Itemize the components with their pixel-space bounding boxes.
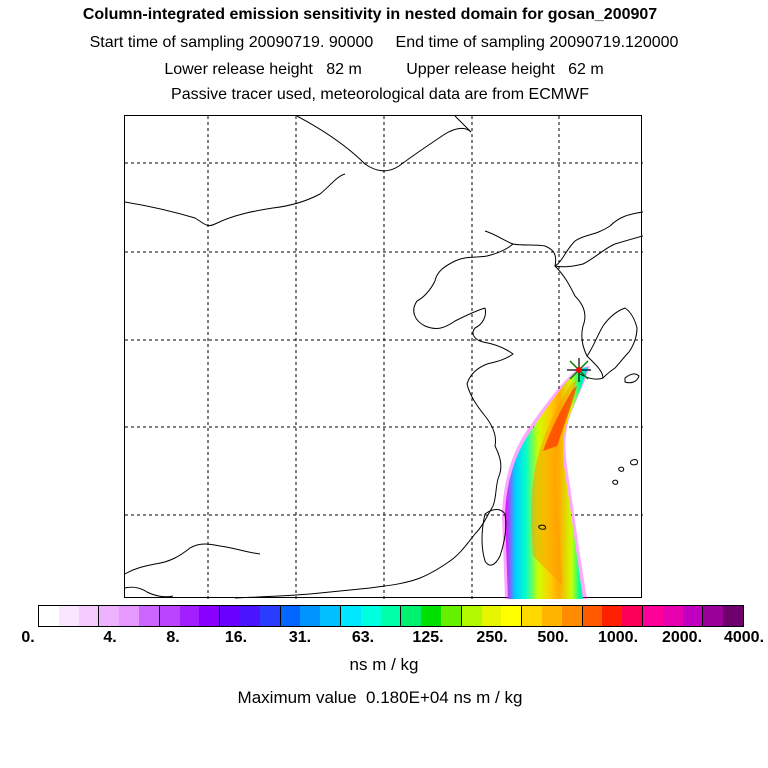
colorbar-swatch [58, 606, 79, 626]
colorbar-tick-label: 125. [412, 629, 444, 646]
colorbar-swatch [119, 606, 139, 626]
colorbar-swatch [400, 606, 422, 626]
colorbar-swatch [581, 606, 603, 626]
release-site-marker [567, 358, 591, 382]
colorbar-tick-label: 8. [166, 629, 180, 646]
colorbar-tick-label: 63. [351, 629, 375, 646]
colorbar-swatch [78, 606, 99, 626]
colorbar-swatch [662, 606, 683, 626]
tracer-info-line: Passive tracer used, meteorological data… [171, 86, 589, 103]
colorbar-swatch [440, 606, 461, 626]
colorbar-swatch [239, 606, 260, 626]
colorbar-swatch [521, 606, 542, 626]
colorbar-swatch [501, 606, 522, 626]
colorbar-tick-label: 500. [537, 629, 569, 646]
map-canvas [125, 116, 643, 599]
colorbar-swatch [641, 606, 663, 626]
colorbar-swatch [723, 606, 743, 626]
colorbar-swatch [421, 606, 441, 626]
lat-lon-grid [125, 116, 643, 599]
colorbar-swatch [622, 606, 642, 626]
colorbar-tick-label: 1000. [597, 629, 639, 646]
colorbar-swatch [602, 606, 623, 626]
colorbar-tick-labels: 0. 4. 8. 16. 31. 63. 125. 250. 500. 1000. 2000. 400… [0, 629, 768, 649]
colorbar-tick-label: 0. [21, 629, 35, 646]
coastlines [125, 116, 643, 599]
colorbar-tick-label: 2000. [661, 629, 703, 646]
colorbar-swatch [158, 606, 180, 626]
colorbar-swatch [541, 606, 562, 626]
colorbar-swatch [219, 606, 240, 626]
colorbar-swatch [360, 606, 381, 626]
emission-sensitivity-plume [502, 366, 590, 599]
sampling-time-line: Start time of sampling 20090719. 90000 E… [89, 34, 679, 51]
colorbar-swatch [300, 606, 321, 626]
colorbar-swatch [320, 606, 340, 626]
colorbar-swatch [339, 606, 361, 626]
colorbar-tick-label: 250. [476, 629, 508, 646]
colorbar-swatch [702, 606, 724, 626]
colorbar-swatch [138, 606, 159, 626]
colorbar [38, 605, 744, 627]
maximum-value: Maximum value 0.180E+04 ns m / kg [237, 688, 523, 707]
map-panel [124, 115, 643, 599]
colorbar-swatch [380, 606, 401, 626]
colorbar-swatch [199, 606, 220, 626]
colorbar-tick-label: 4. [103, 629, 117, 646]
colorbar-swatch [279, 606, 301, 626]
colorbar-swatch [460, 606, 482, 626]
colorbar-tick-label: 16. [224, 629, 248, 646]
colorbar-swatch [98, 606, 120, 626]
colorbar-swatch [179, 606, 200, 626]
colorbar-swatch [481, 606, 502, 626]
colorbar-tick-label: 31. [288, 629, 312, 646]
colorbar-swatch [682, 606, 703, 626]
plot-title: Column-integrated emission sensitivity i… [82, 6, 658, 23]
colorbar-swatch [561, 606, 582, 626]
colorbar-units: ns m / kg [349, 655, 419, 674]
colorbar-swatch [39, 606, 59, 626]
colorbar-tick-label: 4000. [723, 629, 765, 646]
release-height-line: Lower release height 82 m Upper release … [164, 61, 604, 78]
colorbar-swatch [259, 606, 280, 626]
